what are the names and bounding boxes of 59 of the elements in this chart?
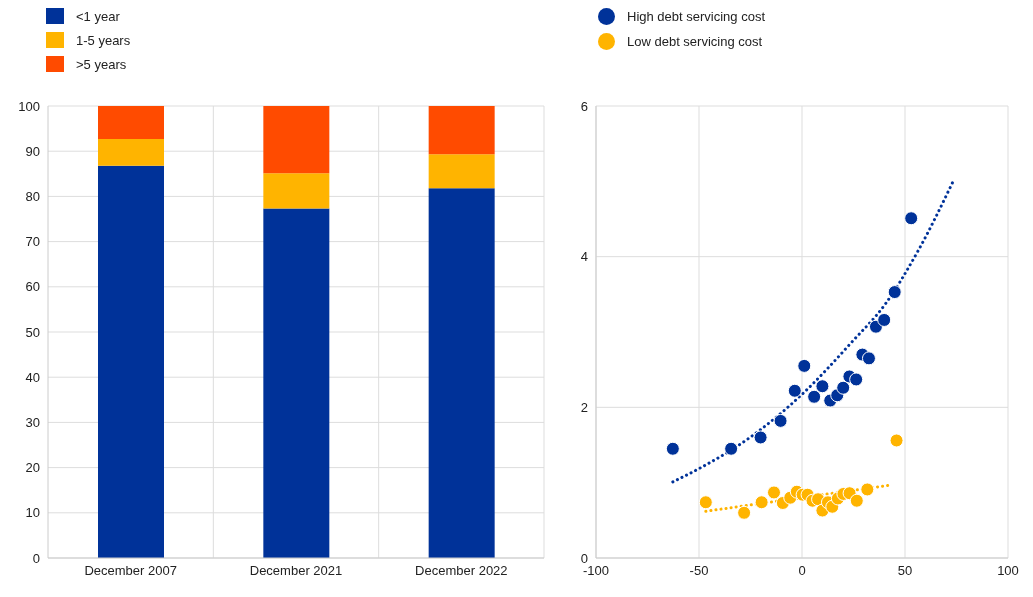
y-tick-label: 20 <box>25 460 40 476</box>
point <box>737 505 752 520</box>
y-tick-label: 6 <box>580 98 588 114</box>
y-tick-label: 0 <box>580 550 588 566</box>
point <box>815 379 830 394</box>
point <box>877 312 892 327</box>
point <box>860 482 875 497</box>
point <box>773 413 788 428</box>
y-tick-label: 90 <box>25 143 40 159</box>
x-tick-label: -50 <box>689 563 709 579</box>
bar <box>263 106 330 174</box>
y-tick-label: 40 <box>25 369 40 385</box>
bar <box>428 154 495 189</box>
legend-label: High debt servicing cost <box>627 9 766 24</box>
x-tick-label: December 2022 <box>415 563 508 579</box>
bar <box>98 106 164 139</box>
bar <box>263 208 330 558</box>
bar <box>98 165 164 558</box>
point <box>665 441 680 456</box>
x-tick-label: 50 <box>897 563 913 579</box>
point <box>797 358 812 373</box>
legend-label: >5 years <box>76 56 127 72</box>
y-tick-label: 70 <box>25 234 40 250</box>
y-tick-label: 60 <box>25 279 40 295</box>
x-tick-label: -100 <box>582 563 610 579</box>
point <box>836 380 851 395</box>
y-tick-label: 80 <box>25 189 40 205</box>
point <box>887 285 902 300</box>
legend-label: 1-5 years <box>76 32 131 48</box>
legend-label: <1 year <box>76 8 120 24</box>
line-series <box>671 180 955 484</box>
point <box>724 441 739 456</box>
point <box>889 433 904 448</box>
x-tick-label: 100 <box>997 563 1019 579</box>
point <box>754 495 769 510</box>
y-tick-label: 2 <box>580 399 588 415</box>
bar <box>98 139 164 166</box>
y-tick-label: 50 <box>25 324 40 340</box>
point <box>849 372 864 387</box>
point <box>807 389 822 404</box>
y-tick-label: 30 <box>25 415 40 431</box>
point <box>753 430 768 445</box>
point <box>861 351 876 366</box>
legend-label: Low debt servicing cost <box>627 34 763 49</box>
bar <box>428 106 495 155</box>
y-tick-label: 10 <box>25 505 40 521</box>
bar <box>428 188 495 558</box>
y-tick-label: 100 <box>18 98 40 114</box>
point <box>698 495 713 510</box>
point <box>849 493 864 508</box>
bar <box>263 173 330 209</box>
x-tick-label: 0 <box>798 563 806 579</box>
point <box>904 211 919 226</box>
point <box>787 383 802 398</box>
x-tick-label: December 2021 <box>249 563 343 579</box>
y-tick-label: 4 <box>580 249 588 265</box>
point <box>766 485 781 500</box>
y-tick-label: 0 <box>32 550 40 566</box>
x-tick-label: December 2007 <box>84 563 177 579</box>
